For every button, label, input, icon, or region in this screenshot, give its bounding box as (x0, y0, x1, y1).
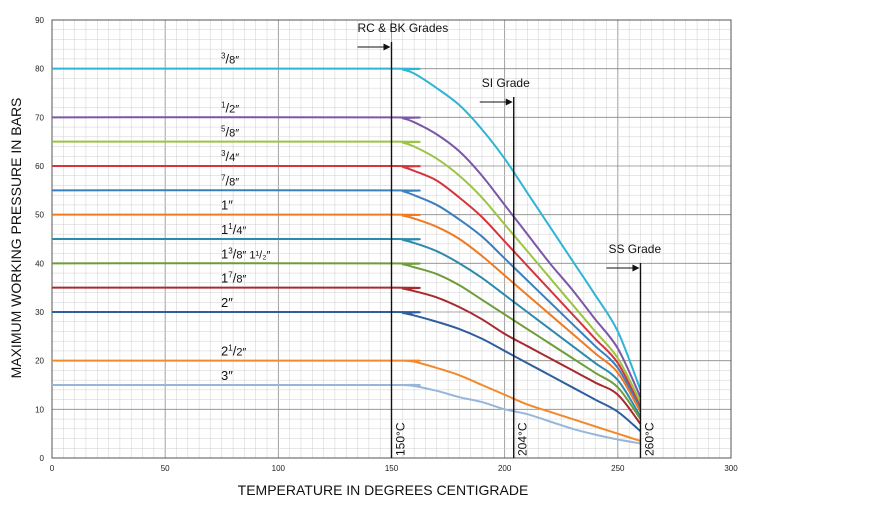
y-tick-label: 60 (35, 162, 44, 171)
grade-arrow-head (505, 98, 513, 106)
x-tick-label: 300 (724, 464, 738, 473)
series-line-9 (51, 310, 642, 432)
x-tick-label: 50 (161, 464, 170, 473)
temperature-label: 260°C (642, 422, 656, 456)
x-tick-label: 200 (498, 464, 512, 473)
y-tick-label: 80 (35, 65, 44, 74)
x-tick-label: 150 (385, 464, 399, 473)
series-line-11 (52, 383, 641, 445)
series-label: 1/2″ (221, 100, 239, 115)
series-label: 21/2″ (221, 344, 246, 359)
series-layer (51, 67, 642, 445)
series-label: 13/8″ 1¹/₂″ (221, 246, 270, 261)
grade-annotation: RC & BK Grades (358, 21, 449, 35)
series-label: 1″ (221, 198, 233, 213)
y-tick-label: 0 (40, 454, 45, 463)
series-line-7 (51, 262, 642, 420)
y-tick-label: 90 (35, 16, 44, 25)
y-tick-label: 30 (35, 308, 44, 317)
y-axis-title: MAXIMUM WORKING PRESSURE IN BARS (8, 98, 24, 379)
y-tick-label: 70 (35, 113, 44, 122)
grade-arrow-head (383, 43, 391, 51)
series-line-0 (51, 67, 642, 391)
x-tick-label: 0 (50, 464, 55, 473)
series-line-6 (51, 237, 642, 418)
series-label: 3″ (221, 368, 233, 383)
series-label: 7/8″ (221, 173, 239, 188)
series-label: 3/4″ (221, 149, 239, 164)
series-label: 17/8″ (221, 271, 246, 286)
y-tick-label: 50 (35, 211, 44, 220)
temperature-label: 150°C (394, 422, 408, 456)
series-line-4 (51, 189, 642, 410)
series-label: 11/4″ (221, 222, 246, 237)
series-line-2 (51, 140, 642, 403)
x-tick-label: 100 (272, 464, 286, 473)
grade-arrow-head (632, 264, 640, 272)
series-line-8 (51, 286, 642, 425)
x-tick-label: 250 (611, 464, 625, 473)
series-line-10 (52, 359, 641, 442)
y-tick-label: 10 (35, 405, 44, 414)
temperature-label: 204°C (516, 422, 530, 456)
series-label: 2″ (221, 295, 233, 310)
series-line-3 (51, 164, 642, 408)
grade-annotation: SI Grade (482, 76, 530, 90)
x-axis-title: TEMPERATURE IN DEGREES CENTIGRADE (238, 482, 529, 498)
series-label: 5/8″ (221, 125, 239, 140)
series-line-1 (51, 116, 642, 398)
y-tick-label: 20 (35, 357, 44, 366)
series-label: 3/8″ (221, 52, 239, 67)
series-line-5 (51, 213, 642, 413)
grade-annotation: SS Grade (608, 242, 661, 256)
annotation-layer: RC & BK Grades 150°C SI Grade 204°C SS Grade… (357, 21, 661, 458)
y-tick-label: 40 (35, 259, 44, 268)
series-label-layer: 3/8″ 1/2″ 5/8″ 3/4″ 7/8″ 1″ 11/4″ 13/8″ 1¹/₂″ 17… (221, 52, 270, 383)
